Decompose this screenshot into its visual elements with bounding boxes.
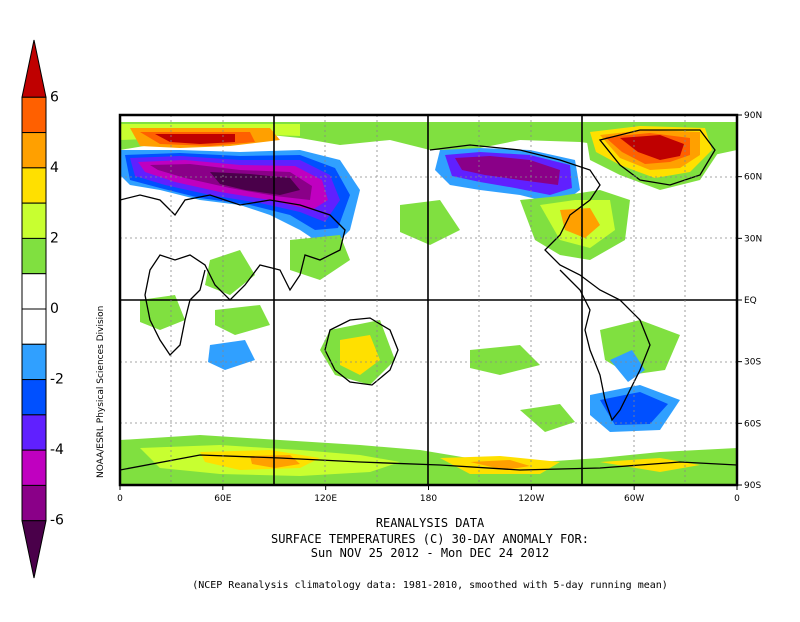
- minor-gridlines: [120, 115, 737, 485]
- colorbar-label: -4: [50, 442, 64, 458]
- x-tick-label: 0: [734, 494, 740, 504]
- colorbar-swatch: [21, 132, 47, 169]
- x-tick-label: 180: [420, 494, 437, 504]
- colorbar-label: -6: [50, 513, 64, 529]
- colorbar-swatch: [21, 520, 47, 579]
- colorbar-label: 6: [50, 89, 59, 105]
- y-axis-ticks: 90N 60N 30N EQ 30S 60S 90S: [737, 111, 762, 491]
- colorbar-swatch: [21, 202, 47, 239]
- y-tick-label: 30N: [744, 234, 762, 244]
- colorbar-swatch: [21, 484, 47, 522]
- x-tick-label: 60E: [214, 494, 231, 504]
- colorbar-swatch: [21, 237, 47, 275]
- y-tick-label: 90N: [744, 111, 762, 121]
- y-tick-label: 90S: [744, 481, 761, 491]
- colorbar-swatch: [21, 39, 47, 98]
- y-tick-label: EQ: [744, 296, 757, 306]
- y-tick-label: 60S: [744, 419, 761, 429]
- y-tick-label: 60N: [744, 173, 762, 183]
- caption-title: REANALYSIS DATA: [375, 516, 485, 530]
- colorbar-swatch: [21, 343, 47, 381]
- colorbar-swatch: [21, 414, 47, 451]
- x-tick-label: 120E: [314, 494, 337, 504]
- colorbar-swatch: [21, 308, 47, 345]
- colorbar-swatch: [21, 96, 47, 134]
- credit-text: NOAA/ESRL Physical Sciences Division: [96, 305, 106, 478]
- x-tick-label: 0: [117, 494, 123, 504]
- x-tick-label: 120W: [518, 494, 544, 504]
- colorbar: 6 4 2 0 -2 -4 -6: [21, 39, 64, 579]
- y-tick-label: 30S: [744, 358, 761, 368]
- caption-variable: SURFACE TEMPERATURES (C) 30-DAY ANOMALY …: [271, 532, 589, 546]
- caption-note: (NCEP Reanalysis climatology data: 1981-…: [192, 580, 668, 591]
- colorbar-label: -2: [50, 372, 64, 388]
- colorbar-label: 4: [50, 160, 59, 176]
- colorbar-label: 2: [50, 230, 59, 246]
- caption-dates: Sun NOV 25 2012 - Mon DEC 24 2012: [310, 546, 550, 560]
- colorbar-swatch: [21, 167, 47, 204]
- x-axis-ticks: 0 60E 120E 180 120W 60W 0: [117, 485, 740, 504]
- colorbar-swatch: [21, 273, 47, 310]
- x-tick-label: 60W: [624, 494, 644, 504]
- colorbar-swatch: [21, 449, 47, 486]
- colorbar-label: 0: [50, 301, 59, 317]
- colorbar-swatch: [21, 379, 47, 416]
